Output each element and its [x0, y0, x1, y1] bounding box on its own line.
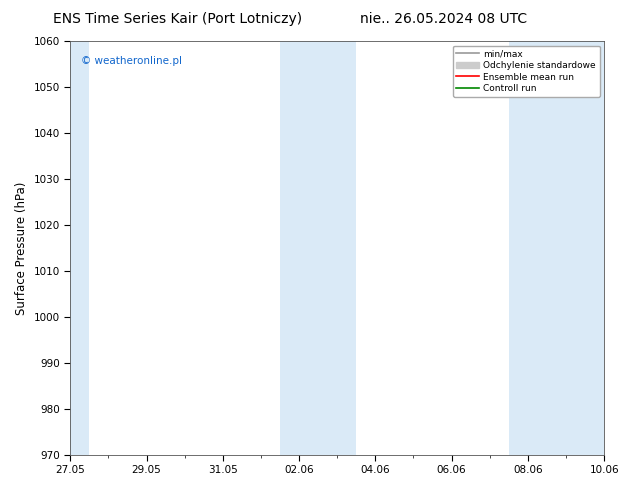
Text: nie.. 26.05.2024 08 UTC: nie.. 26.05.2024 08 UTC	[360, 12, 527, 26]
Legend: min/max, Odchylenie standardowe, Ensemble mean run, Controll run: min/max, Odchylenie standardowe, Ensembl…	[453, 46, 600, 97]
Bar	[70, 41, 89, 455]
Y-axis label: Surface Pressure (hPa): Surface Pressure (hPa)	[15, 181, 28, 315]
Bar	[280, 41, 356, 455]
Text: © weatheronline.pl: © weatheronline.pl	[81, 55, 182, 66]
Text: ENS Time Series Kair (Port Lotniczy): ENS Time Series Kair (Port Lotniczy)	[53, 12, 302, 26]
Bar	[509, 41, 604, 455]
